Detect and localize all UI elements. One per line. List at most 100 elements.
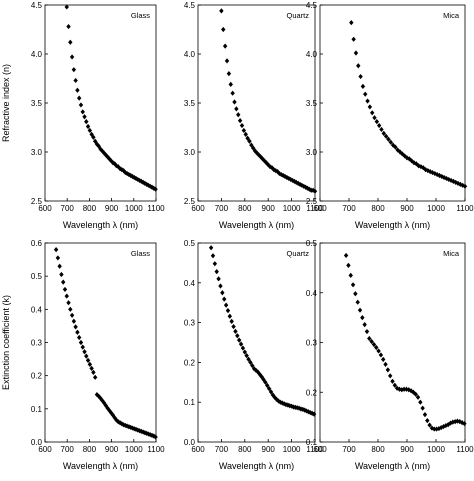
data-point: [358, 73, 363, 80]
data-point: [151, 433, 156, 439]
data-point: [69, 54, 75, 60]
data-point: [420, 405, 425, 411]
data-point: [94, 391, 100, 398]
data-point: [357, 307, 363, 313]
data-point: [247, 138, 252, 144]
data-point: [225, 308, 231, 314]
y-tick-label: 3.5: [306, 99, 318, 108]
data-point: [360, 315, 365, 321]
data-point: [250, 362, 255, 369]
y-tick-label: 0.2: [31, 372, 43, 381]
data-point: [92, 374, 98, 380]
data-point: [75, 329, 80, 335]
data-point: [80, 109, 85, 115]
data-point: [71, 67, 77, 73]
data-point: [61, 279, 66, 285]
panel-title: Quartz: [286, 11, 309, 20]
plot-frame: [197, 4, 316, 202]
y-tick-label: 0.2: [184, 358, 196, 367]
data-point: [248, 359, 253, 365]
data-point: [261, 376, 266, 383]
data-point: [439, 424, 444, 431]
data-point: [383, 133, 389, 139]
x-tick-label: 1000: [125, 204, 143, 213]
data-point: [351, 36, 356, 42]
data-point: [76, 334, 82, 341]
x-axis-label: Wavelength λ (nm): [63, 461, 138, 471]
data-point: [399, 387, 404, 393]
data-series: [219, 8, 318, 194]
data-point: [85, 123, 91, 130]
data-point: [223, 302, 229, 308]
x-tick-label: 900: [105, 445, 119, 454]
y-tick-label: 3.0: [184, 148, 196, 157]
y-tick-label: 0.5: [184, 239, 196, 248]
data-point: [425, 418, 430, 424]
data-point: [153, 434, 158, 440]
data-point: [229, 318, 234, 325]
data-point: [55, 255, 61, 261]
data-point: [78, 339, 84, 346]
data-point: [107, 407, 112, 414]
x-tick-label: 1000: [283, 204, 301, 213]
data-point: [293, 404, 298, 410]
data-point: [210, 253, 216, 259]
data-point: [62, 286, 68, 293]
data-point: [238, 341, 244, 347]
data-point: [220, 290, 225, 296]
data-point: [386, 136, 391, 142]
x-tick-label: 1100: [456, 445, 474, 454]
y-tick-label: 4.0: [31, 50, 43, 59]
y-tick-label: 0.0: [31, 438, 43, 447]
data-point: [148, 432, 153, 438]
data-point: [445, 421, 451, 428]
y-tick-label: 0.5: [306, 239, 318, 248]
x-tick-label: 700: [61, 204, 75, 213]
data-point: [376, 122, 382, 129]
y-tick-label: 4.0: [306, 50, 318, 59]
panel-top-mica: 600 700 800 900 1000 11002.53.03.54.04.5MicaW…: [306, 1, 474, 230]
data-point: [381, 356, 386, 363]
data-point: [149, 432, 155, 438]
data-point: [363, 91, 368, 97]
data-point: [68, 39, 73, 45]
x-tick-label: 1100: [306, 204, 324, 213]
panel-top-quartz: 600 700 800 900 1000 11002.53.03.54.04.5Quart…: [184, 1, 324, 230]
data-point: [84, 353, 89, 359]
x-tick-label: 800: [238, 204, 252, 213]
data-point: [353, 50, 359, 56]
data-point: [244, 353, 249, 359]
data-point: [226, 71, 232, 77]
data-point: [119, 167, 125, 173]
data-point: [66, 300, 71, 306]
x-axis-label: Wavelength λ (nm): [219, 220, 294, 230]
y-tick-label: 0.4: [306, 289, 318, 298]
data-point: [387, 373, 393, 379]
data-point: [216, 276, 221, 282]
data-point: [227, 313, 233, 319]
data-point: [140, 429, 146, 435]
data-point: [378, 352, 384, 358]
data-point: [379, 126, 384, 133]
data-point: [381, 130, 386, 136]
y-tick-label: 0.5: [31, 272, 43, 281]
y-tick-label: 0.4: [31, 305, 43, 314]
data-point: [311, 411, 317, 417]
data-point: [350, 282, 356, 288]
x-tick-label: 1000: [283, 445, 301, 454]
data-point: [224, 58, 230, 64]
x-axis-label: Wavelength λ (nm): [219, 461, 294, 471]
y-tick-label: 0.6: [31, 239, 43, 248]
data-point: [73, 77, 78, 84]
y-tick-label: 4.0: [184, 50, 196, 59]
panel-bottom-glass: 600 700 800 900 1000 1100 0.0 0.1 0.2 0.3 0.4 0.5 0.…: [1, 239, 165, 471]
x-tick-label: 800: [238, 445, 252, 454]
x-axis-label: Wavelength λ (nm): [63, 220, 138, 230]
x-tick-label: 700: [215, 204, 229, 213]
data-point: [243, 131, 248, 137]
x-axis-label: Wavelength λ (nm): [355, 220, 430, 230]
data-point: [462, 183, 468, 189]
panel-title: Quartz: [286, 249, 309, 258]
panel-title: Glass: [131, 11, 150, 20]
